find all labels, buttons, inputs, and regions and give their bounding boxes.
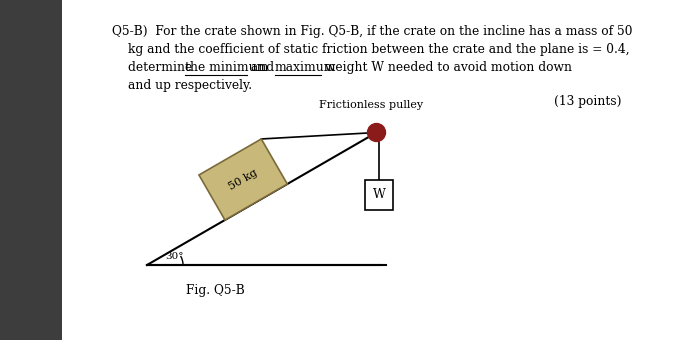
Bar (365, 180, 393, 209)
Text: weight W needed to avoid motion down: weight W needed to avoid motion down (321, 61, 572, 74)
Text: (13 points): (13 points) (554, 95, 622, 108)
Text: W: W (373, 188, 386, 201)
Text: determine: determine (128, 61, 196, 74)
Text: Frictionless pulley: Frictionless pulley (319, 100, 424, 109)
Text: and up respectively.: and up respectively. (128, 79, 252, 92)
Bar (0, 0, 62, 340)
Text: and: and (247, 61, 278, 74)
Text: 50 kg: 50 kg (227, 167, 259, 192)
Text: maximum: maximum (275, 61, 337, 74)
Polygon shape (199, 139, 287, 220)
Circle shape (368, 123, 386, 141)
Text: the minimum: the minimum (185, 61, 268, 74)
Text: 30°: 30° (165, 252, 183, 261)
Text: Fig. Q5-B: Fig. Q5-B (186, 284, 244, 297)
Text: kg and the coefficient of static friction between the crate and the plane is = 0: kg and the coefficient of static frictio… (128, 43, 629, 56)
Text: Q5-B)  For the crate shown in Fig. Q5-B, if the crate on the incline has a mass : Q5-B) For the crate shown in Fig. Q5-B, … (112, 25, 633, 38)
